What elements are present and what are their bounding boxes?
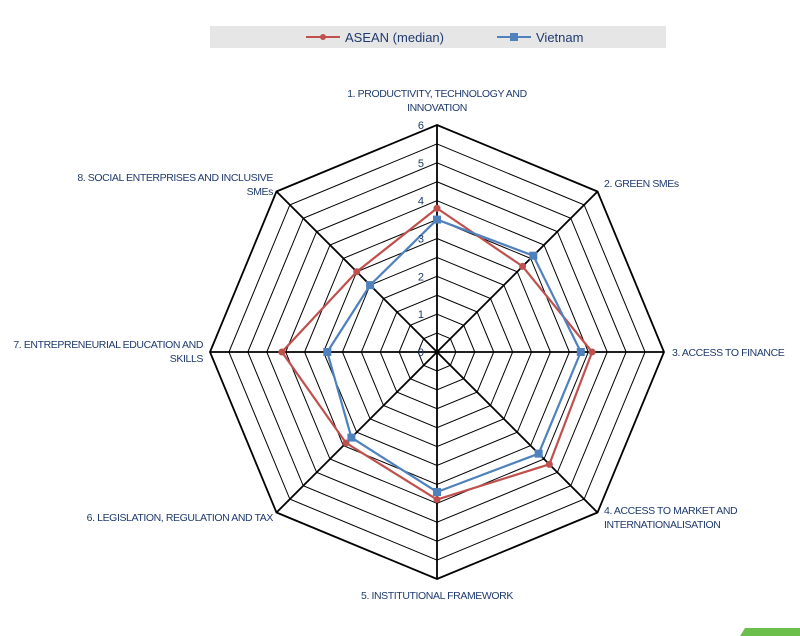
series-point-1-0 xyxy=(433,215,441,224)
series-point-1-6 xyxy=(323,348,332,356)
axis-label-1: 1. PRODUCTIVITY, TECHNOLOGY AND INNOVATIO… xyxy=(347,88,527,114)
legend-label-asean: ASEAN (median) xyxy=(345,30,444,45)
radar-grid xyxy=(209,124,665,580)
grid-spoke xyxy=(275,351,438,514)
series-point-1-2 xyxy=(576,348,585,356)
series-point-0-3 xyxy=(545,460,553,468)
tick-label: 1 xyxy=(418,309,424,321)
series-point-1-5 xyxy=(347,433,356,442)
tick-label: 6 xyxy=(418,120,424,132)
axis-label-8: 8. SOCIAL ENTERPRISES AND INCLUSIVE SMEs xyxy=(77,172,273,198)
series-point-0-2 xyxy=(588,348,596,356)
axis-label-5: 5. INSTITUTIONAL FRAMEWORK xyxy=(361,590,513,602)
tick-label: 4 xyxy=(418,196,424,208)
legend-marker-vietnam xyxy=(510,33,518,41)
grid-spoke xyxy=(436,190,599,353)
grid-spoke xyxy=(436,351,599,514)
series-point-1-4 xyxy=(433,487,441,496)
axis-label-6: 6. LEGISLATION, REGULATION AND TAX xyxy=(87,512,274,524)
series-point-1-3 xyxy=(534,449,543,458)
corner-accent xyxy=(740,628,800,636)
legend-marker-asean xyxy=(320,34,326,40)
axis-label-3: 3. ACCESS TO FINANCE xyxy=(672,347,785,359)
axis-label-7: 7. ENTREPRENEURIAL EDUCATION AND SKILLS xyxy=(13,339,203,365)
series-point-1-7 xyxy=(366,281,375,290)
axis-labels: 1. PRODUCTIVITY, TECHNOLOGY AND INNOVATIO… xyxy=(13,88,785,602)
series-point-0-7 xyxy=(353,268,361,276)
legend-background xyxy=(210,26,666,48)
tick-label: 5 xyxy=(418,158,424,170)
series-point-0-1 xyxy=(519,262,527,270)
radar-series xyxy=(278,204,596,504)
axis-label-2: 2. GREEN SMEs xyxy=(604,178,679,190)
series-point-0-0 xyxy=(433,204,441,212)
series-point-0-4 xyxy=(433,496,441,504)
tick-label: 0 xyxy=(418,347,424,359)
radial-tick-labels: 0 1 2 3 4 5 6 xyxy=(418,120,424,359)
legend: ASEAN (median) Vietnam xyxy=(210,26,666,48)
tick-label: 2 xyxy=(418,271,424,283)
axis-label-4: 4. ACCESS TO MARKET AND INTERNATIONALISAT… xyxy=(604,505,738,531)
tick-label: 3 xyxy=(418,234,424,246)
legend-label-vietnam: Vietnam xyxy=(536,30,583,45)
series-point-1-1 xyxy=(529,251,538,260)
series-point-0-6 xyxy=(278,348,286,356)
